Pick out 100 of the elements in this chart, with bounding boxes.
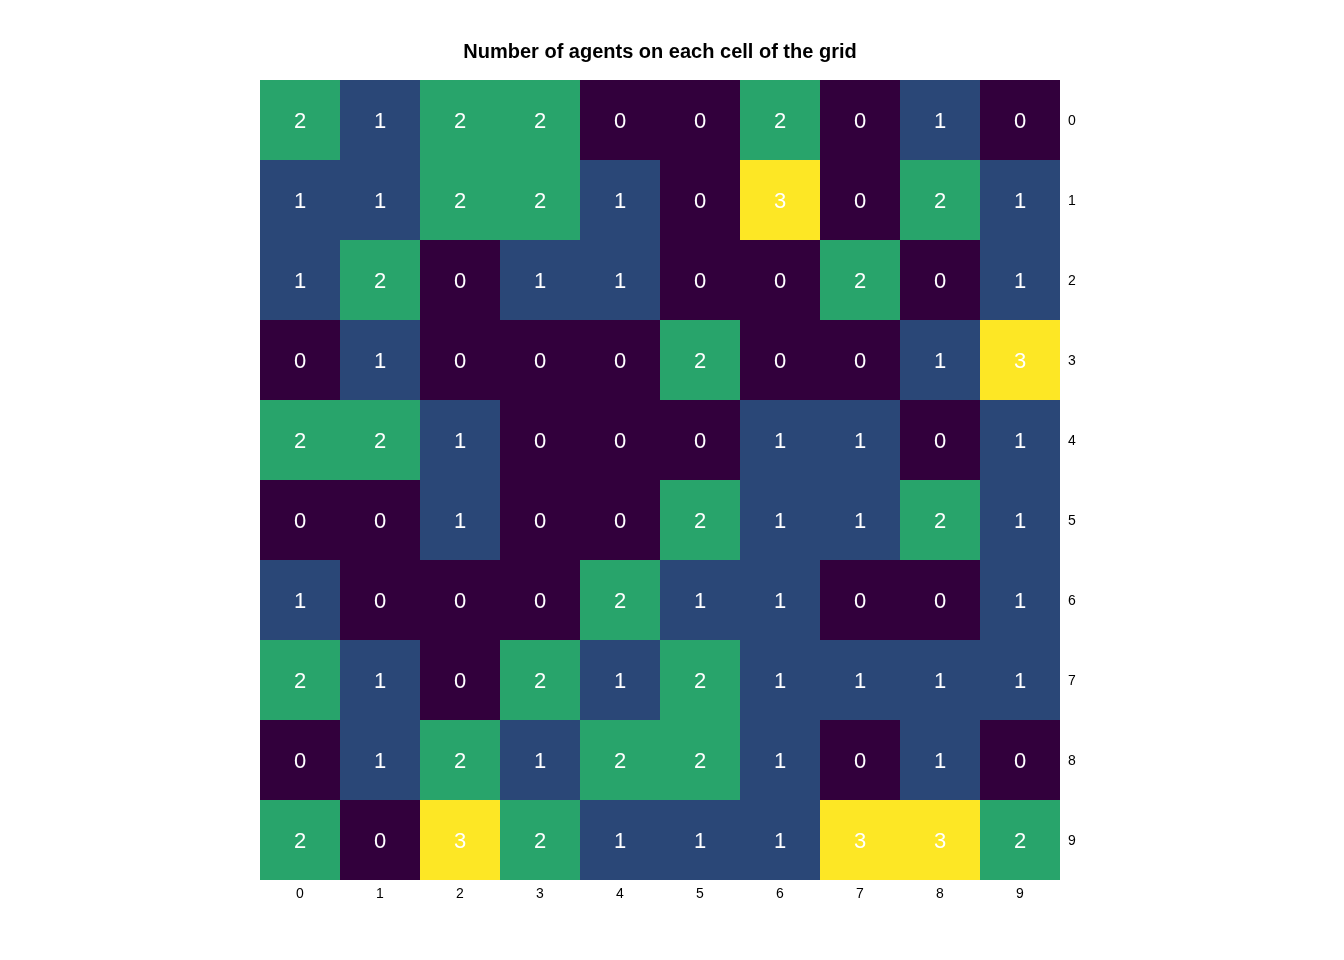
data-label: 0 [773, 267, 787, 293]
data-label: 1 [453, 427, 467, 453]
data-label: 1 [293, 587, 307, 613]
data-label: 1 [613, 267, 627, 293]
data-label: 2 [693, 507, 707, 533]
data-label: 0 [293, 507, 307, 533]
data-label: 0 [453, 587, 467, 613]
data-label: 0 [533, 587, 547, 613]
data-label: 1 [933, 347, 947, 373]
data-label: 2 [533, 107, 547, 133]
data-label: 1 [853, 427, 867, 453]
data-label: 1 [933, 747, 947, 773]
data-label: 1 [773, 587, 787, 613]
data-label: 0 [853, 747, 867, 773]
x-tick-label: 3 [536, 884, 545, 901]
data-label: 2 [853, 267, 867, 293]
data-label: 0 [453, 267, 467, 293]
data-label: 1 [1013, 507, 1027, 533]
data-label: 0 [853, 187, 867, 213]
data-label: 1 [453, 507, 467, 533]
y-tick-label: 6 [1068, 591, 1076, 608]
data-label: 2 [613, 747, 627, 773]
data-label: 2 [533, 187, 547, 213]
data-label: 1 [373, 347, 387, 373]
data-label: 1 [773, 507, 787, 533]
data-label: 1 [373, 107, 387, 133]
data-label: 0 [613, 507, 627, 533]
y-tick-label: 9 [1068, 831, 1076, 848]
data-label: 2 [293, 667, 307, 693]
data-label: 3 [453, 827, 467, 853]
data-label: 3 [853, 827, 867, 853]
data-label: 2 [613, 587, 627, 613]
data-label: 1 [933, 107, 947, 133]
data-label: 2 [293, 107, 307, 133]
x-tick-label: 5 [696, 884, 705, 901]
data-label: 2 [293, 827, 307, 853]
data-label: 0 [613, 107, 627, 133]
data-label: 1 [933, 667, 947, 693]
data-label: 1 [613, 667, 627, 693]
data-label: 1 [853, 507, 867, 533]
y-tick-label: 4 [1068, 431, 1076, 448]
data-label: 0 [613, 347, 627, 373]
data-label: 2 [533, 667, 547, 693]
data-label: 1 [293, 267, 307, 293]
data-label: 0 [1013, 107, 1027, 133]
y-tick-label: 5 [1068, 511, 1076, 528]
y-tick-label: 7 [1068, 671, 1076, 688]
data-label: 3 [773, 187, 787, 213]
data-label: 1 [373, 667, 387, 693]
x-tick-label: 6 [776, 884, 785, 901]
data-label: 2 [933, 187, 947, 213]
chart-title: Number of agents on each cell of the grid [462, 40, 858, 63]
data-label: 1 [373, 747, 387, 773]
x-tick-label: 0 [296, 884, 305, 901]
data-label: 3 [933, 827, 947, 853]
data-label: 2 [693, 747, 707, 773]
data-label: 1 [773, 747, 787, 773]
data-label: 0 [533, 347, 547, 373]
data-label: 1 [693, 827, 707, 853]
data-label: 0 [693, 267, 707, 293]
data-label: 1 [693, 587, 707, 613]
data-label: 2 [773, 107, 787, 133]
x-tick-label: 7 [856, 884, 865, 901]
x-tick-label: 2 [456, 884, 465, 901]
data-label: 0 [293, 747, 307, 773]
data-label: 1 [853, 667, 867, 693]
data-label: 1 [1013, 667, 1027, 693]
data-label: 1 [373, 187, 387, 213]
data-label: 0 [773, 347, 787, 373]
data-label: 1 [613, 827, 627, 853]
y-tick-label: 2 [1068, 271, 1076, 288]
data-label: 1 [1013, 267, 1027, 293]
data-label: 1 [613, 187, 627, 213]
data-label: 2 [373, 267, 387, 293]
x-tick-label: 4 [616, 884, 625, 901]
data-label: 0 [293, 347, 307, 373]
data-label: 0 [693, 427, 707, 453]
data-label: 2 [533, 827, 547, 853]
data-label: 0 [933, 587, 947, 613]
data-label: 0 [853, 347, 867, 373]
data-label: 0 [933, 267, 947, 293]
data-label: 0 [533, 507, 547, 533]
data-label: 0 [453, 347, 467, 373]
data-label: 1 [773, 427, 787, 453]
data-label: 0 [373, 507, 387, 533]
data-label: 2 [453, 107, 467, 133]
data-label: 0 [1013, 747, 1027, 773]
data-label: 2 [453, 747, 467, 773]
x-tick-label: 9 [1016, 884, 1025, 901]
data-label: 1 [1013, 587, 1027, 613]
data-label: 1 [293, 187, 307, 213]
data-label: 2 [933, 507, 947, 533]
data-label: 3 [1013, 347, 1027, 373]
data-label: 1 [533, 747, 547, 773]
data-label: 0 [613, 427, 627, 453]
data-label: 2 [1013, 827, 1027, 853]
data-label: 0 [533, 427, 547, 453]
data-label: 1 [1013, 187, 1027, 213]
data-label: 1 [773, 827, 787, 853]
data-label: 2 [693, 347, 707, 373]
